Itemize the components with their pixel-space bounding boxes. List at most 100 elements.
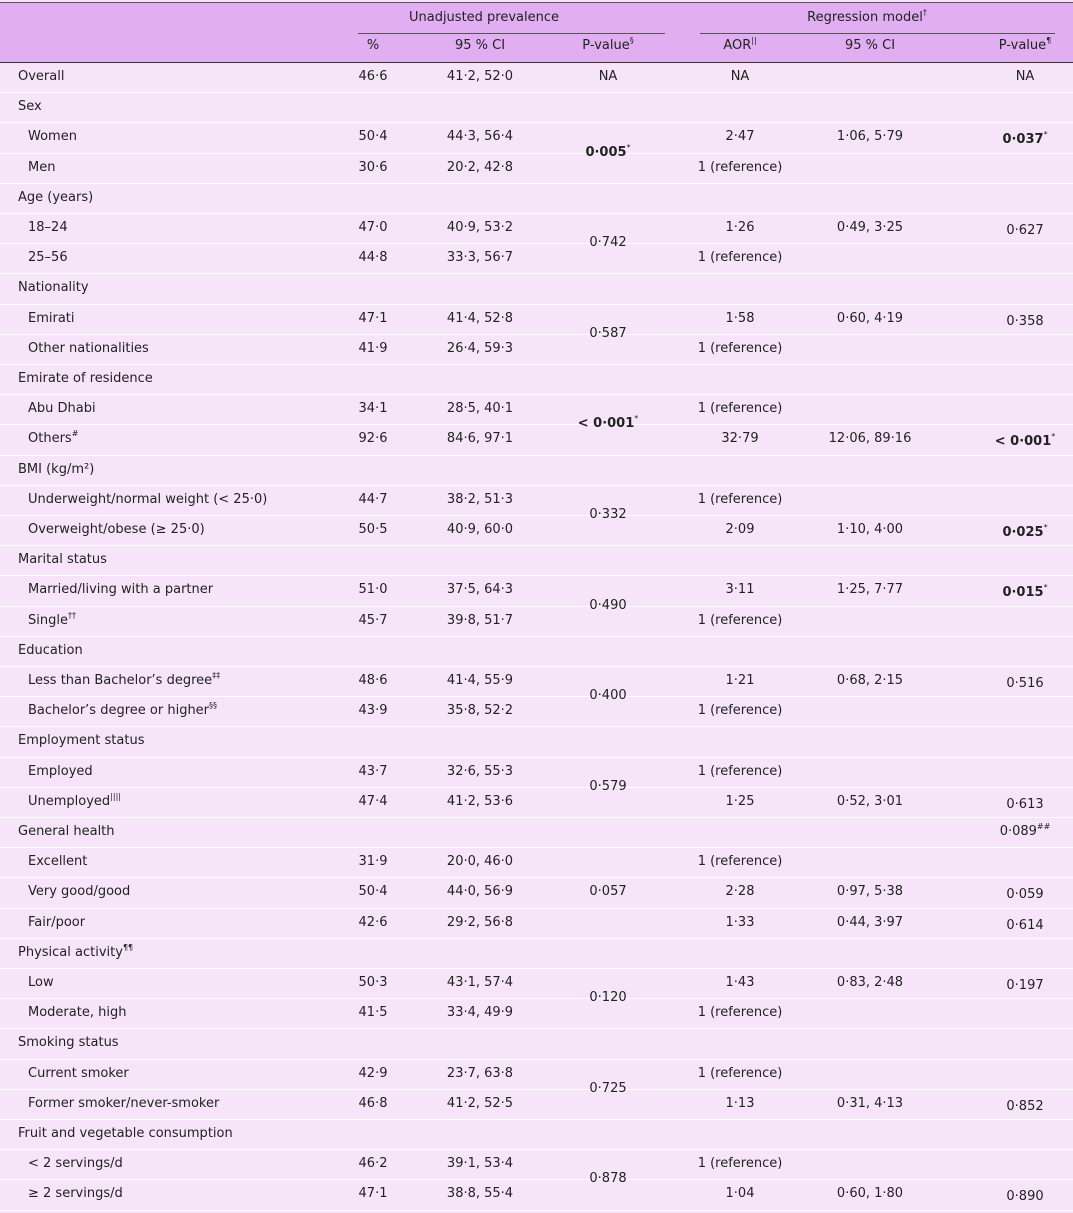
row-separator bbox=[0, 575, 1073, 577]
footnote-mark: * bbox=[1051, 432, 1056, 442]
cell: 1·58 bbox=[726, 311, 755, 327]
group-label-text: Marital status bbox=[18, 552, 107, 568]
cell-text: 41·4, 55·9 bbox=[446, 673, 514, 688]
cell: 20·0, 46·0 bbox=[447, 854, 513, 870]
row-label-text: Married/living with a partner bbox=[28, 582, 214, 598]
row-label-text: Fair/poor bbox=[28, 914, 86, 930]
row-separator bbox=[0, 726, 1073, 728]
row-label-text: Women bbox=[28, 129, 77, 145]
cell: 2·09 bbox=[726, 522, 755, 538]
row-separator bbox=[0, 243, 1073, 245]
cell: 41·4, 55·9 bbox=[447, 673, 513, 689]
cell: 0·059 bbox=[1006, 887, 1043, 903]
row-label: Emirati bbox=[28, 311, 75, 327]
cell: 47·1 bbox=[359, 311, 388, 327]
cell-text: < 0·001 bbox=[577, 416, 635, 432]
cell-text: 1 (reference) bbox=[697, 854, 783, 870]
row-label-text: ≥ 2 servings/d bbox=[28, 1186, 123, 1202]
cell-text: 1 (reference) bbox=[697, 491, 783, 507]
row-separator bbox=[0, 273, 1073, 275]
column-header-text: P-value bbox=[582, 38, 630, 53]
cell-text: 1·33 bbox=[725, 914, 755, 930]
cell-text: < 0·001 bbox=[994, 434, 1052, 450]
row-label-text: 25–56 bbox=[28, 250, 68, 266]
row-label: Bachelor’s degree or higher§§ bbox=[28, 702, 217, 719]
cell-text: 42·9 bbox=[358, 1065, 388, 1081]
cell-text: 2·47 bbox=[725, 129, 755, 145]
column-header-text: 95 % CI bbox=[454, 38, 506, 53]
cell: 43·7 bbox=[359, 764, 388, 780]
cell: 0·120 bbox=[589, 990, 626, 1006]
row-separator bbox=[0, 1179, 1073, 1181]
cell-text: 0·358 bbox=[1006, 313, 1044, 329]
column-header: % bbox=[367, 38, 379, 54]
cell-text: 0·579 bbox=[589, 778, 627, 794]
cell-text: 39·1, 53·4 bbox=[446, 1156, 514, 1172]
row-label-text: Former smoker/never-smoker bbox=[28, 1095, 220, 1111]
cell-text: 31·9 bbox=[358, 854, 388, 870]
cell: 2·28 bbox=[726, 884, 755, 900]
row-separator bbox=[0, 877, 1073, 879]
row-separator bbox=[0, 1118, 1073, 1120]
row-separator bbox=[0, 122, 1073, 124]
cell: 47·4 bbox=[359, 794, 388, 810]
cell-text: 0·120 bbox=[589, 990, 627, 1006]
cell: 1 (reference) bbox=[698, 341, 783, 357]
row-label: 18–24 bbox=[28, 220, 68, 236]
cell: 0·579 bbox=[589, 779, 626, 795]
cell: 50·4 bbox=[359, 884, 388, 900]
row-label: Other nationalities bbox=[28, 341, 149, 357]
cell: 44·3, 56·4 bbox=[447, 129, 513, 145]
cell: 1 (reference) bbox=[698, 492, 783, 508]
group-label: Employment status bbox=[18, 733, 144, 749]
cell: 84·6, 97·1 bbox=[447, 431, 513, 447]
cell: 41·2, 52·0 bbox=[447, 69, 513, 85]
cell: 31·9 bbox=[359, 854, 388, 870]
cell: 0·358 bbox=[1006, 314, 1043, 330]
cell-text: 2·09 bbox=[725, 522, 755, 537]
row-label: Men bbox=[28, 160, 55, 176]
group-header-text: Unadjusted prevalence bbox=[408, 10, 560, 25]
cell-text: 1·58 bbox=[725, 310, 755, 326]
row-label-text: Moderate, high bbox=[28, 1005, 127, 1021]
cell: 0·627 bbox=[1006, 223, 1043, 239]
cell: < 0·001* bbox=[577, 415, 639, 432]
cell-text: 0·614 bbox=[1006, 917, 1044, 933]
cell: 26·4, 59·3 bbox=[447, 341, 513, 357]
footnote-mark: * bbox=[626, 142, 631, 152]
cell: 46·8 bbox=[359, 1096, 388, 1112]
cell-text: 44·8 bbox=[358, 250, 388, 266]
cell-text: 43·7 bbox=[358, 763, 388, 779]
cell-text: 47·4 bbox=[358, 793, 388, 809]
cell-text: NA bbox=[730, 69, 750, 84]
cell-text: 0·516 bbox=[1006, 676, 1044, 691]
cell-text: NA bbox=[1015, 69, 1035, 84]
row-label: Abu Dhabi bbox=[28, 401, 96, 417]
cell-text: 1·04 bbox=[725, 1186, 755, 1202]
cell-text: 84·6, 97·1 bbox=[446, 431, 514, 447]
cell-text: 41·9 bbox=[358, 340, 388, 356]
footnote-mark: †† bbox=[67, 610, 76, 620]
row-label: Women bbox=[28, 129, 77, 145]
row-separator bbox=[0, 665, 1073, 667]
row-separator bbox=[0, 967, 1073, 969]
row-label: Married/living with a partner bbox=[28, 582, 213, 598]
cell-text: 39·8, 51·7 bbox=[446, 612, 514, 628]
cell-text: NA bbox=[598, 69, 618, 84]
column-header: P-value§ bbox=[582, 37, 633, 54]
cell-text: 1 (reference) bbox=[697, 401, 783, 417]
cell-text: 1 (reference) bbox=[697, 1005, 783, 1021]
cell-text: 1·13 bbox=[725, 1095, 755, 1111]
row-separator bbox=[0, 514, 1073, 516]
row-label-text: Emirati bbox=[28, 310, 75, 326]
group-label-text: Emirate of residence bbox=[18, 371, 153, 386]
group-label-text: Employment status bbox=[18, 733, 145, 749]
row-label-text: Excellent bbox=[28, 854, 88, 870]
row-label-text: < 2 servings/d bbox=[28, 1156, 123, 1172]
group-label: General health bbox=[18, 824, 115, 840]
cell-text: 0·037 bbox=[1002, 132, 1044, 148]
row-label: Moderate, high bbox=[28, 1005, 126, 1021]
cell-text: 0·68, 2·15 bbox=[836, 673, 904, 688]
cell-text: 3·11 bbox=[725, 582, 755, 598]
row-separator bbox=[0, 1028, 1073, 1030]
